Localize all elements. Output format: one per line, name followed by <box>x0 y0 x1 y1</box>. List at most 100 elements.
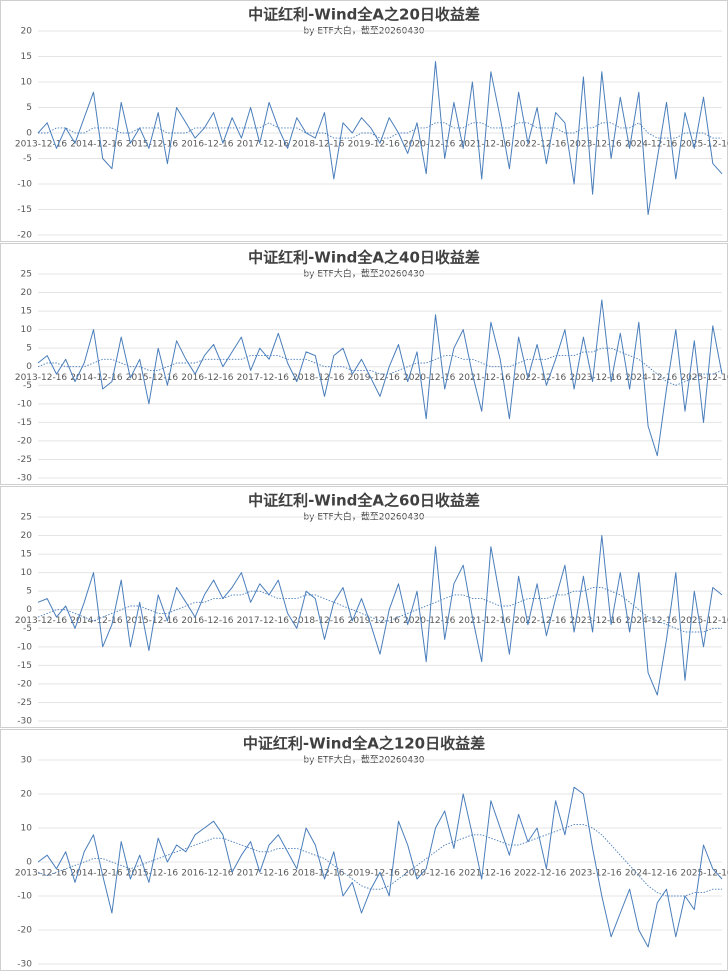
x-tick-label: 2020-12-16 <box>403 140 456 150</box>
y-tick-label: -10 <box>17 642 32 652</box>
y-tick-label: -25 <box>17 698 32 708</box>
x-tick-label: 2015-12-16 <box>126 373 179 383</box>
y-tick-label: 20 <box>21 531 33 541</box>
y-tick-label: 15 <box>21 550 32 560</box>
x-tick-label: 2024-12-16 <box>625 616 678 626</box>
y-tick-label: -25 <box>17 455 32 465</box>
y-tick-label: 15 <box>21 307 32 317</box>
y-tick-label: 25 <box>21 270 32 280</box>
y-tick-label: 20 <box>21 790 33 800</box>
x-tick-label: 2014-12-16 <box>70 373 123 383</box>
y-tick-label: -15 <box>17 205 32 215</box>
y-tick-label: 20 <box>21 27 33 37</box>
y-tick-label: 25 <box>21 513 32 523</box>
x-tick-label: 2013-12-16 <box>15 373 68 383</box>
x-tick-label: 2023-12-16 <box>569 869 622 879</box>
y-tick-label: -20 <box>17 231 32 241</box>
x-tick-label: 2018-12-16 <box>292 869 345 879</box>
x-tick-label: 2022-12-16 <box>514 140 567 150</box>
data-line <box>37 587 722 633</box>
x-tick-label: 2018-12-16 <box>292 140 345 150</box>
y-tick-label: -15 <box>17 418 32 428</box>
y-tick-label: -20 <box>17 679 32 689</box>
panel-frame <box>0 729 728 971</box>
y-tick-label: -10 <box>17 399 32 409</box>
x-tick-label: 2022-12-16 <box>514 869 567 879</box>
x-tick-label: 2024-12-16 <box>625 869 678 879</box>
x-tick-label: 2015-12-16 <box>126 616 179 626</box>
y-tick-label: -20 <box>17 926 32 936</box>
x-tick-label: 2016-12-16 <box>181 869 234 879</box>
chart-title: 中证红利-Wind全A之40日收益差 <box>248 249 480 267</box>
x-tick-label: 2023-12-16 <box>569 616 622 626</box>
x-tick-label: 2017-12-16 <box>237 140 290 150</box>
y-tick-label: 0 <box>26 605 32 615</box>
x-tick-label: 2015-12-16 <box>126 869 179 879</box>
y-tick-label: -10 <box>17 180 32 190</box>
y-tick-label: 20 <box>21 288 33 298</box>
chart-title: 中证红利-Wind全A之120日收益差 <box>243 735 485 753</box>
y-tick-label: -30 <box>17 717 32 727</box>
x-tick-label: 2024-12-16 <box>625 373 678 383</box>
y-tick-label: 0 <box>26 362 32 372</box>
y-tick-label: 0 <box>26 129 32 139</box>
chart-title: 中证红利-Wind全A之60日收益差 <box>248 492 480 510</box>
x-tick-label: 2025-12-16 <box>680 869 728 879</box>
x-tick-label: 2024-12-16 <box>625 140 678 150</box>
x-tick-label: 2014-12-16 <box>70 616 123 626</box>
x-tick-label: 2025-12-16 <box>680 616 728 626</box>
x-tick-label: 2015-12-16 <box>126 140 179 150</box>
y-tick-label: 15 <box>21 52 32 62</box>
x-tick-label: 2019-12-16 <box>348 140 401 150</box>
x-tick-label: 2019-12-16 <box>348 616 401 626</box>
y-tick-label: -20 <box>17 436 32 446</box>
y-tick-label: -5 <box>23 154 32 164</box>
x-tick-label: 2016-12-16 <box>181 140 234 150</box>
data-line <box>37 299 723 457</box>
y-tick-label: 5 <box>26 344 32 354</box>
data-line <box>38 122 722 139</box>
x-tick-label: 2020-12-16 <box>403 869 456 879</box>
y-tick-label: 0 <box>26 858 32 868</box>
y-tick-label: 10 <box>21 78 33 88</box>
x-tick-label: 2021-12-16 <box>459 869 512 879</box>
x-tick-label: 2025-12-16 <box>680 140 728 150</box>
y-tick-label: 5 <box>26 587 32 597</box>
x-tick-label: 2013-12-16 <box>15 616 68 626</box>
x-tick-label: 2018-12-16 <box>292 373 345 383</box>
x-tick-label: 2016-12-16 <box>181 373 234 383</box>
y-tick-label: 10 <box>21 325 33 335</box>
y-tick-label: -5 <box>23 381 32 391</box>
x-tick-label: 2017-12-16 <box>237 869 290 879</box>
data-line <box>37 535 723 696</box>
y-tick-label: 10 <box>21 824 33 834</box>
x-tick-label: 2018-12-16 <box>292 616 345 626</box>
x-tick-label: 2019-12-16 <box>348 869 401 879</box>
x-tick-label: 2023-12-16 <box>569 140 622 150</box>
x-tick-label: 2016-12-16 <box>181 616 234 626</box>
x-tick-label: 2017-12-16 <box>237 616 290 626</box>
data-line <box>37 824 722 897</box>
x-tick-label: 2022-12-16 <box>514 373 567 383</box>
y-tick-label: 30 <box>21 756 33 766</box>
y-tick-label: -5 <box>23 624 32 634</box>
x-tick-label: 2014-12-16 <box>70 140 123 150</box>
data-line <box>37 61 723 216</box>
x-tick-label: 2014-12-16 <box>70 869 123 879</box>
x-tick-label: 2017-12-16 <box>237 373 290 383</box>
chart-title: 中证红利-Wind全A之20日收益差 <box>248 6 480 24</box>
y-tick-label: -15 <box>17 661 32 671</box>
y-tick-label: -30 <box>17 474 32 484</box>
x-tick-label: 2023-12-16 <box>569 373 622 383</box>
y-tick-label: 10 <box>21 568 33 578</box>
x-tick-label: 2013-12-16 <box>15 140 68 150</box>
x-tick-label: 2022-12-16 <box>514 616 567 626</box>
y-tick-label: -10 <box>17 892 32 902</box>
data-line <box>37 786 723 948</box>
x-tick-label: 2019-12-16 <box>348 373 401 383</box>
